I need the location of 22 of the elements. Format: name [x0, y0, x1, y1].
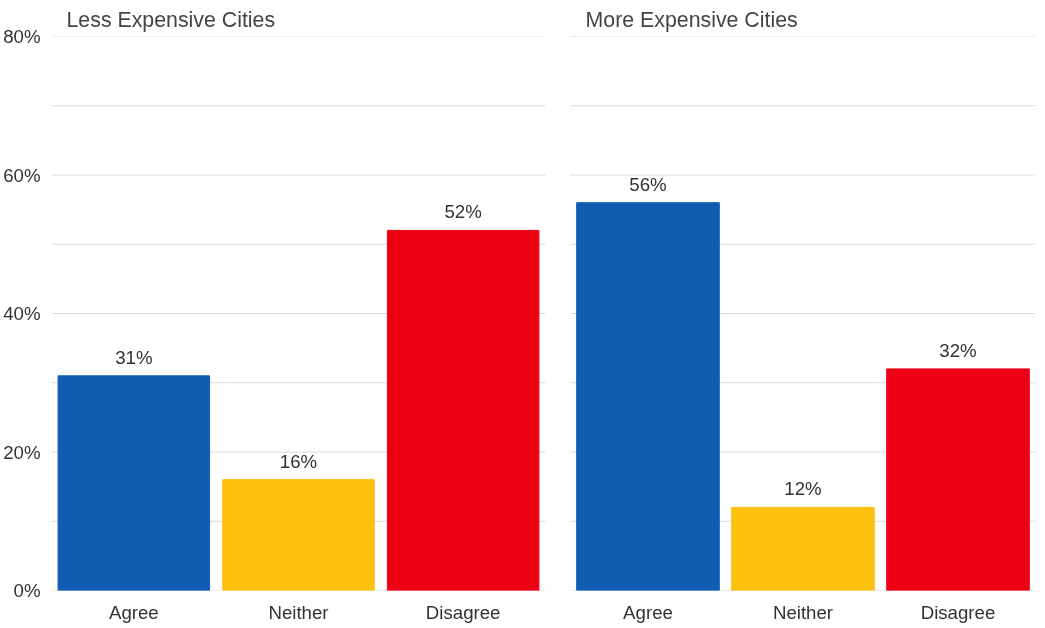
bar [57, 375, 211, 591]
x-tick-label: Agree [108, 601, 159, 623]
data-label: 56% [629, 173, 667, 195]
bar [222, 479, 375, 591]
bar [386, 229, 540, 591]
data-label: 16% [279, 450, 318, 472]
data-label: 31% [115, 346, 153, 368]
y-tick-label: 0% [13, 580, 41, 601]
data-label: 52% [444, 201, 482, 223]
x-tick-label: Agree [623, 601, 673, 623]
data-label: 32% [939, 339, 977, 361]
x-tick-label: Neither [268, 601, 329, 623]
y-tick-label: 40% [3, 303, 41, 324]
chart-title: More Expensive Cities [585, 7, 798, 32]
x-tick-label: Disagree [425, 601, 501, 623]
chart-title: Less Expensive Cities [66, 7, 276, 32]
data-label: 12% [784, 478, 822, 500]
y-tick-label: 20% [3, 441, 41, 463]
y-tick-label: 80% [3, 26, 41, 47]
x-tick-label: Disagree [920, 601, 996, 623]
x-tick-label: Neither [772, 601, 834, 623]
y-tick-label: 60% [3, 164, 41, 186]
